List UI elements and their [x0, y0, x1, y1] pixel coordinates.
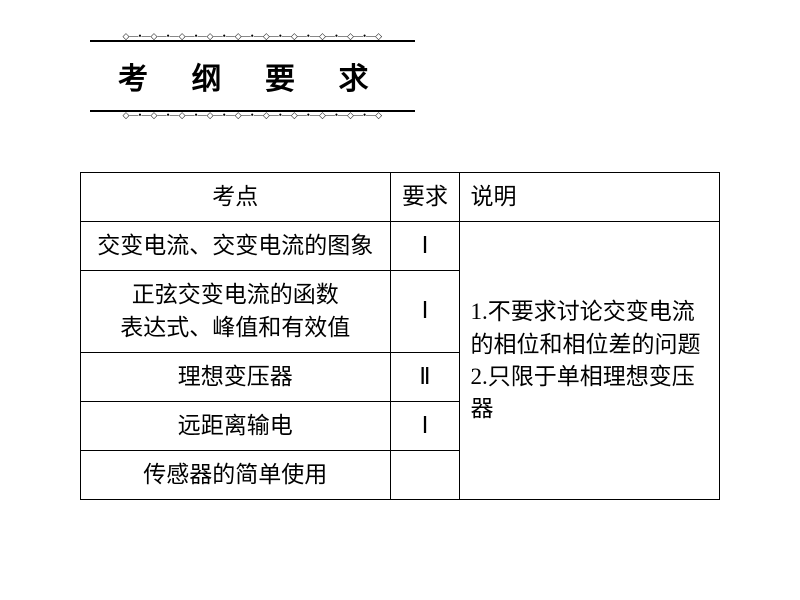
- syllabus-title: 考 纲 要 求: [118, 63, 387, 96]
- cell-req: Ⅰ: [390, 271, 460, 352]
- table-row: 交变电流、交变电流的图象 Ⅰ 1.不要求讨论交变电流的相位和相位差的问题2.只限…: [81, 222, 720, 271]
- syllabus-title-box: ◇—•—◇—•—◇—•—◇—•—◇—•—◇—•—◇—•—◇—•—◇—•—◇ ◇—…: [90, 40, 415, 112]
- header-note: 说明: [460, 173, 720, 222]
- cell-req: [390, 451, 460, 500]
- cell-topic: 传感器的简单使用: [81, 451, 391, 500]
- cell-topic: 理想变压器: [81, 352, 391, 401]
- cell-topic: 正弦交变电流的函数表达式、峰值和有效值: [81, 271, 391, 352]
- cell-topic: 交变电流、交变电流的图象: [81, 222, 391, 271]
- syllabus-table: 考点 要求 说明 交变电流、交变电流的图象 Ⅰ 1.不要求讨论交变电流的相位和相…: [80, 172, 720, 500]
- decor-bottom: ◇—•—◇—•—◇—•—◇—•—◇—•—◇—•—◇—•—◇—•—◇—•—◇: [90, 111, 415, 120]
- cell-note: 1.不要求讨论交变电流的相位和相位差的问题2.只限于单相理想变压器: [460, 222, 720, 500]
- decor-top: ◇—•—◇—•—◇—•—◇—•—◇—•—◇—•—◇—•—◇—•—◇—•—◇: [90, 32, 415, 41]
- header-topic: 考点: [81, 173, 391, 222]
- cell-req: Ⅰ: [390, 401, 460, 450]
- cell-req: Ⅰ: [390, 222, 460, 271]
- table-header-row: 考点 要求 说明: [81, 173, 720, 222]
- cell-topic: 远距离输电: [81, 401, 391, 450]
- header-req: 要求: [390, 173, 460, 222]
- cell-req: Ⅱ: [390, 352, 460, 401]
